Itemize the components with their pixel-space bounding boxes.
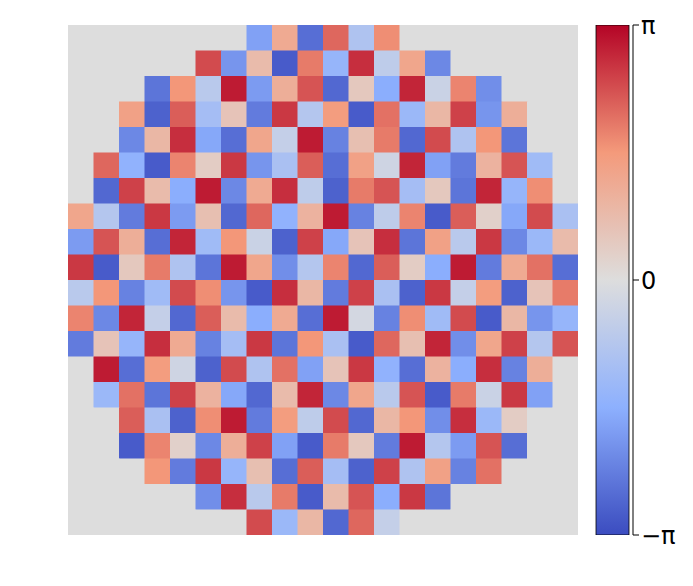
- svg-text:0: 0: [641, 267, 656, 295]
- svg-text:−π: −π: [641, 522, 676, 550]
- svg-text:π: π: [641, 12, 655, 40]
